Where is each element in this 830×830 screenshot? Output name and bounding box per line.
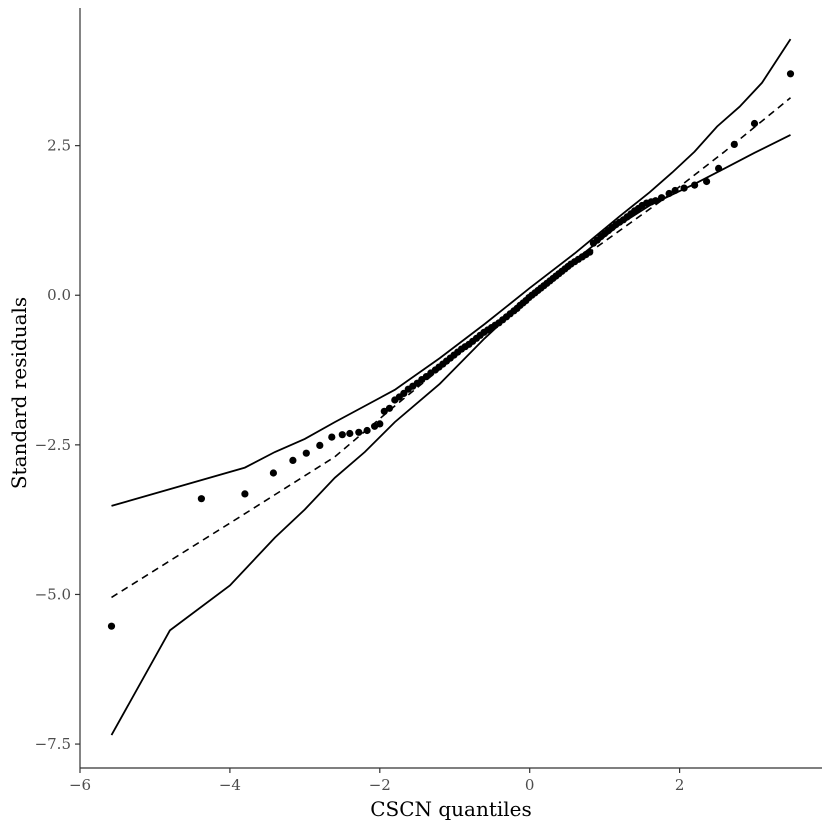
data-point: [376, 420, 384, 428]
x-axis-ticks: −6 −4 −2 0 2: [69, 768, 684, 794]
data-point: [671, 186, 679, 195]
data-point: [730, 140, 738, 148]
data-point: [385, 404, 394, 412]
reference-line-group: [111, 97, 792, 599]
data-point: [197, 495, 205, 503]
x-axis-title: CSCN quantiles: [370, 797, 532, 821]
data-point: [652, 197, 660, 205]
y-tick-label: 2.5: [47, 137, 71, 155]
data-point: [400, 389, 408, 397]
y-axis-ticks: −7.5 −5.0 −2.5 0.0 2.5: [35, 137, 80, 753]
data-point: [241, 490, 249, 498]
data-point: [269, 469, 277, 477]
data-point: [380, 407, 388, 415]
data-points: [107, 70, 795, 630]
y-tick-label: −2.5: [35, 436, 71, 454]
upper-band-line: [111, 38, 792, 507]
data-point: [316, 441, 324, 449]
data-point: [715, 164, 723, 172]
y-axis-title: Standard residuals: [7, 297, 31, 489]
data-point: [355, 428, 363, 436]
data-point: [750, 119, 759, 128]
data-point: [107, 622, 116, 630]
data-point: [346, 429, 354, 438]
data-point: [786, 70, 795, 78]
data-point: [691, 181, 699, 189]
data-point: [665, 189, 673, 198]
confidence-bands: [110, 38, 792, 736]
data-point: [289, 456, 297, 464]
y-tick-label: −5.0: [35, 585, 71, 603]
y-tick-label: 0.0: [47, 286, 71, 304]
data-point: [658, 194, 666, 202]
data-point: [302, 449, 310, 457]
lower-band-line: [110, 134, 791, 736]
data-point: [680, 184, 688, 192]
x-tick-label: 2: [675, 776, 685, 794]
data-point: [586, 248, 594, 256]
reference-line: [111, 97, 792, 599]
x-tick-label: 0: [525, 776, 535, 794]
y-tick-label: −7.5: [35, 735, 71, 753]
data-point: [328, 433, 336, 441]
x-tick-label: −6: [69, 776, 91, 794]
x-tick-label: −4: [219, 776, 241, 794]
x-tick-label: −2: [369, 776, 391, 794]
data-point: [363, 426, 371, 435]
data-point: [338, 431, 346, 439]
data-point: [703, 177, 711, 186]
